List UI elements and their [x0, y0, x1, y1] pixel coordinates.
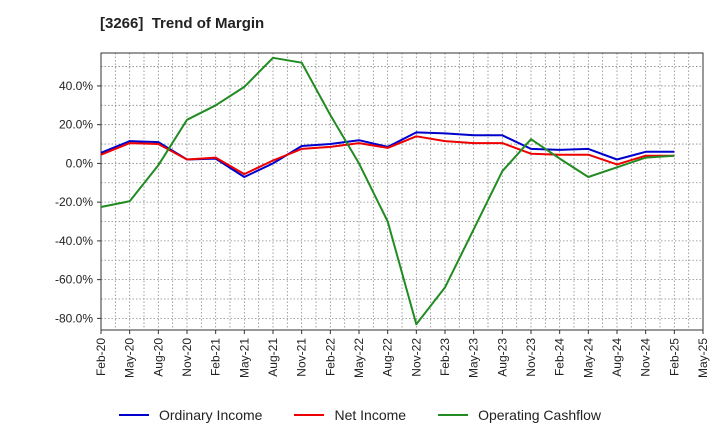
y-tick-label: -40.0%: [55, 234, 93, 248]
x-tick-label: Aug-20: [151, 338, 165, 377]
x-tick-label: Feb-24: [553, 338, 567, 376]
y-tick-label: -20.0%: [55, 195, 93, 209]
x-tick-label: Nov-24: [639, 338, 653, 377]
series-line-net-income: [100, 135, 675, 176]
y-tick-label: -80.0%: [55, 311, 93, 325]
legend-item-operating-cashflow: Operating Cashflow: [438, 407, 601, 423]
legend-item-ordinary-income: Ordinary Income: [118, 407, 263, 423]
x-tick-label: Feb-22: [323, 338, 337, 376]
x-tick-label: Feb-25: [667, 338, 681, 376]
x-tick-label: May-23: [467, 338, 481, 378]
x-tick-label: Nov-20: [180, 338, 194, 377]
x-tick-label: May-22: [352, 338, 366, 378]
x-tick-label: May-20: [123, 338, 137, 378]
legend-label-ordinary-income: Ordinary Income: [158, 407, 263, 423]
legend-item-net-income: Net Income: [294, 407, 406, 423]
y-tick-label: -60.0%: [55, 273, 93, 287]
x-tick-label: May-21: [237, 338, 251, 378]
legend-swatch-net-income: [294, 414, 325, 416]
x-tick-label: Aug-21: [266, 338, 280, 377]
legend-label-operating-cashflow: Operating Cashflow: [478, 407, 602, 423]
chart-title: [3266] Trend of Margin: [100, 15, 265, 32]
chart-legend: Ordinary Income Net Income Operating Cas…: [0, 404, 720, 426]
x-tick-label: Feb-23: [438, 338, 452, 376]
plot-area-frame: [100, 52, 704, 331]
x-tick-label: Feb-20: [94, 338, 108, 376]
y-tick-label: 40.0%: [59, 79, 93, 93]
y-tick-label: 20.0%: [59, 118, 93, 132]
x-tick-label: May-25: [696, 338, 710, 378]
x-tick-label: Nov-23: [524, 338, 538, 377]
x-tick-label: Nov-21: [295, 338, 309, 377]
x-tick-label: Feb-21: [209, 338, 223, 376]
x-tick-label: Aug-24: [610, 338, 624, 377]
legend-swatch-ordinary-income: [118, 414, 149, 416]
chart-plot: 40.0%20.0%0.0%-20.0%-40.0%-60.0%-80.0%Fe…: [55, 52, 710, 378]
x-tick-label: Nov-22: [409, 338, 423, 377]
y-tick-label: 0.0%: [66, 156, 94, 170]
x-tick-label: May-24: [581, 338, 595, 378]
x-tick-label: Aug-22: [381, 338, 395, 377]
legend-label-net-income: Net Income: [334, 407, 407, 423]
legend-swatch-operating-cashflow: [438, 414, 469, 416]
x-tick-label: Aug-23: [495, 338, 509, 377]
series-line-operating-cashflow: [100, 56, 675, 326]
